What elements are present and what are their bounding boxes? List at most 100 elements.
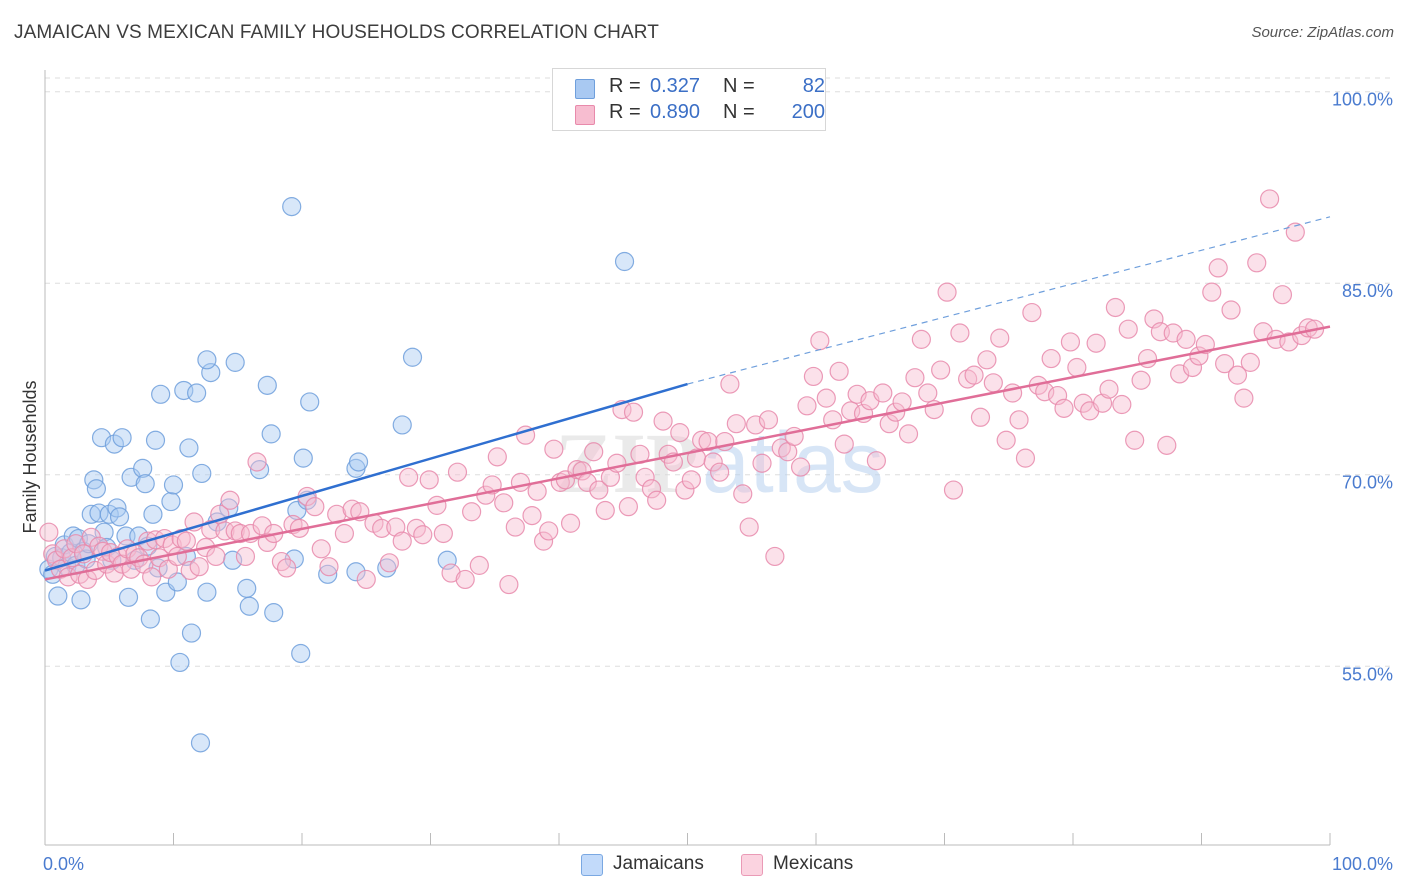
x-tick-label: 100.0% (1332, 854, 1393, 874)
chart-title: JAMAICAN VS MEXICAN FAMILY HOUSEHOLDS CO… (14, 22, 659, 43)
mexican-point (427, 495, 447, 515)
mexican-point (790, 457, 811, 477)
jamaican-point (89, 503, 109, 523)
jamaican-point (170, 652, 190, 673)
legend-item-jamaicans[interactable]: Jamaicans (581, 853, 721, 877)
y-axis-title: Family Households (20, 380, 40, 533)
jamaican-point (201, 362, 221, 383)
mexican-point (311, 539, 331, 559)
jamaican-point (264, 603, 284, 623)
legend-n-value: 82 (802, 75, 825, 97)
mexican-point (276, 558, 297, 578)
jamaican-point (261, 424, 281, 444)
jamaican-point (346, 562, 366, 582)
mexican-point (698, 431, 718, 452)
mexican-point (533, 531, 554, 551)
mexican-point (1234, 388, 1254, 408)
mexican-point (607, 453, 627, 473)
jamaican-point (318, 564, 338, 584)
mexican-point (319, 557, 339, 577)
mexican-point (1105, 297, 1126, 318)
mexican-point (1260, 189, 1280, 209)
mexican-point (247, 452, 267, 472)
mexican-point (419, 470, 439, 490)
jamaican-point (239, 596, 259, 616)
mexican-point (39, 522, 59, 542)
mexican-point (220, 490, 240, 510)
jamaican-point (71, 590, 91, 610)
jamaican-point (402, 347, 423, 367)
jamaican-point (192, 463, 212, 484)
jamaican-point (377, 558, 397, 578)
mexicans-points (39, 189, 1325, 595)
mexican-point (584, 442, 604, 462)
mexican-point (225, 521, 245, 541)
jamaican-point (257, 375, 277, 395)
mexican-point (726, 414, 746, 434)
mexican-point (1131, 370, 1151, 390)
mexican-point (494, 493, 514, 513)
jamaican-point (282, 197, 302, 217)
mexican-point (1272, 285, 1293, 305)
mexican-point (829, 361, 849, 381)
jamaican-point (197, 350, 217, 370)
mexicans-trend-line (44, 325, 1331, 581)
jamaicans-trend-line (44, 382, 688, 572)
legend-swatch-mexicans (575, 105, 595, 125)
jamaican-point (614, 251, 635, 272)
mexican-point (996, 430, 1016, 450)
mexican-point (505, 517, 525, 537)
jamaican-point (140, 609, 160, 629)
jamaican-point (392, 415, 412, 435)
mexican-point (142, 567, 162, 587)
jamaican-point (181, 623, 202, 643)
mexican-point (1157, 435, 1177, 455)
mexican-point (522, 505, 542, 526)
mexican-point (595, 500, 615, 521)
mexican-point (1215, 354, 1235, 374)
jamaican-point (104, 434, 124, 454)
mexican-point (739, 517, 759, 537)
mexican-point (399, 467, 419, 487)
mexican-point (305, 497, 325, 517)
jamaican-point (109, 507, 130, 527)
mexican-point (544, 439, 564, 459)
mexican-point (931, 360, 951, 380)
mexican-point (892, 392, 912, 412)
jamaican-point (145, 430, 166, 450)
mexican-point (635, 467, 655, 487)
jamaican-point (48, 586, 68, 606)
mexican-point (765, 546, 785, 567)
mexican-point (1060, 332, 1081, 352)
jamaican-point (237, 578, 257, 598)
mexican-point (1112, 394, 1132, 415)
mexican-point (392, 531, 412, 551)
mexican-point (873, 383, 893, 403)
mexican-point (866, 451, 886, 471)
mexican-point (1240, 352, 1260, 372)
mexican-point (1022, 302, 1042, 323)
legend-n-label: N = (723, 75, 755, 97)
mexican-point (810, 331, 830, 351)
mexican-point (733, 484, 753, 504)
mexican-point (560, 513, 581, 533)
mexican-point (653, 411, 673, 431)
mexican-point (1009, 410, 1029, 430)
source-credit: Source: ZipAtlas.com (1251, 24, 1394, 41)
jamaican-point (133, 458, 153, 478)
mexican-point (1118, 319, 1138, 339)
mexican-point (990, 328, 1010, 348)
legend-item-mexicans[interactable]: Mexicans (741, 853, 871, 877)
mexican-point (752, 453, 772, 473)
mexican-point (271, 551, 292, 572)
jamaican-point (163, 475, 184, 495)
jamaican-point (291, 643, 311, 664)
legend-n-label: N = (723, 101, 755, 123)
mexican-point (834, 434, 854, 454)
mexican-point (589, 480, 609, 500)
mexican-point (334, 523, 355, 544)
legend-swatch-mexicans (741, 854, 763, 876)
mexican-point (1125, 430, 1145, 450)
jamaican-point (135, 474, 155, 494)
mexican-point (469, 555, 489, 575)
